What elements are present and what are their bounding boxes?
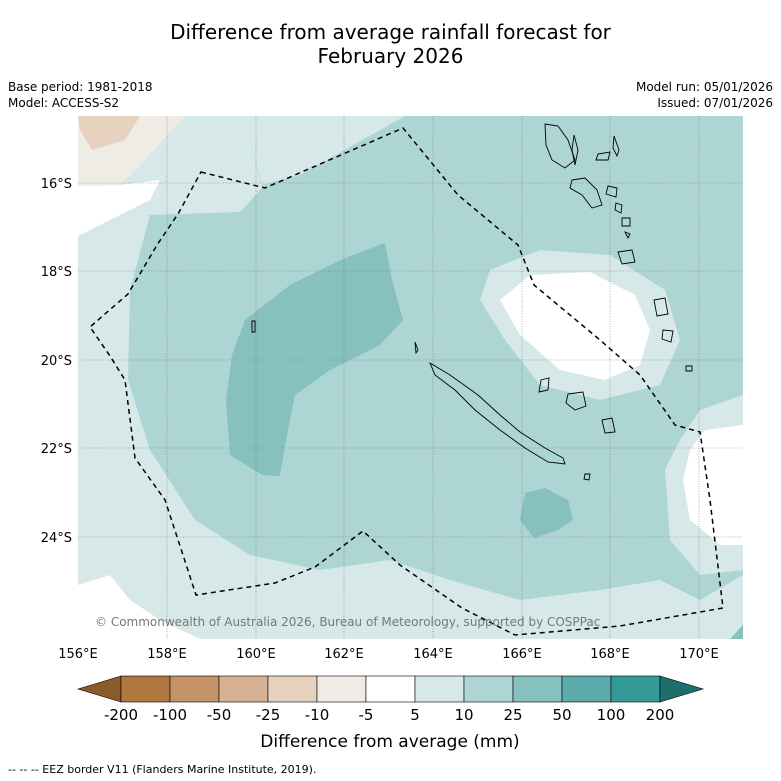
title-line-1: Difference from average rainfall forecas… [170,20,611,44]
colorbar-arrow-low [76,675,122,703]
malo-island [571,134,579,166]
colorbar-swatch [463,675,514,703]
lon-label-156e: 156°E [58,647,98,662]
chart-title: Difference from average rainfall forecas… [0,20,781,68]
mare-island [601,417,616,434]
erromango-island [617,249,636,265]
colorbar-label: Difference from average (mm) [260,732,519,752]
colorbar-swatch [267,675,318,703]
maewo-island [595,151,611,161]
lon-label-166e: 166°E [502,647,542,662]
colorbar-tick: -5 [359,706,374,724]
lon-labels: 156°E 158°E 160°E 162°E 164°E 166°E 168°… [58,647,719,662]
neutral-center-east [500,272,650,380]
eez-border [89,127,724,636]
ouvea-island [538,377,550,393]
colorbar-tick: -100 [153,706,187,724]
tanna-island [653,297,669,317]
ambrym-island [605,185,618,198]
meta-right: Model run: 05/01/2026 Issued: 07/01/2026 [636,79,773,111]
erromango-north [624,231,631,240]
colorbar-ticks: -200 -100 -50 -25 -10 -5 5 10 25 50 100 … [104,706,674,724]
colorbar-swatch [610,675,661,703]
lat-label-16s: 16°S [41,177,72,192]
colorbar-tick: 5 [410,706,420,724]
espiritu-santo [544,123,576,169]
colorbar-tick: -10 [305,706,330,724]
issued-date: Issued: 07/01/2026 [657,96,773,110]
colorbar-swatch [365,675,416,703]
lat-label-20s: 20°S [41,354,72,369]
colorbar [76,675,705,703]
pentecost-island [612,135,620,158]
model-run: Model run: 05/01/2026 [635,80,773,94]
model-name: Model: ACCESS-S2 [8,96,120,110]
colorbar-tick: 200 [646,706,675,724]
new-caledonia [429,361,566,465]
lon-label-158e: 158°E [147,647,187,662]
colorbar-arrow-high [659,675,705,703]
base-period: Base period: 1981-2018 [8,80,153,94]
colorbar-tick: 100 [597,706,626,724]
colorbar-tick: -50 [207,706,232,724]
belep-island [414,341,419,355]
lon-label-170e: 170°E [679,647,719,662]
lon-label-160e: 160°E [236,647,276,662]
lon-label-168e: 168°E [590,647,630,662]
colorbar-tick: -200 [104,706,138,724]
colorbar-tick: 10 [454,706,473,724]
lifou-island [565,391,587,411]
band-25-50-south [520,488,573,538]
colorbar-swatch [218,675,269,703]
matthew-island [685,365,693,372]
islands [251,123,693,481]
lat-label-22s: 22°S [41,442,72,457]
colorbar-swatch [561,675,612,703]
eez-legend-note: -- -- -- EEZ border V11 (Flanders Marine… [8,763,317,776]
graticule [78,116,743,639]
aneityum-island [661,329,674,343]
meta-left: Base period: 1981-2018 Model: ACCESS-S2 [8,79,153,111]
lat-labels: 16°S 18°S 20°S 22°S 24°S [41,177,72,546]
lon-label-164e: 164°E [413,647,453,662]
efate-island [621,217,631,227]
neutral-southwest [78,575,200,639]
band-5-10-south [78,215,743,639]
copyright-text: © Commonwealth of Australia 2026, Bureau… [95,615,600,629]
neutral-northwest [78,180,160,236]
band-minus25-minus10 [78,116,140,150]
colorbar-tick: 50 [552,706,571,724]
lat-label-18s: 18°S [41,265,72,280]
title-line-2: February 2026 [317,44,464,68]
isle-of-pines [583,473,591,481]
epi-island [614,202,623,214]
colorbar-tick: -25 [256,706,281,724]
colorbar-swatch [316,675,367,703]
chesterfield-island [251,320,256,333]
band-25-50-corner [730,625,743,639]
band-25-50-west [226,243,403,476]
rainfall-anomaly-map: © Commonwealth of Australia 2026, Bureau… [78,116,743,639]
colorbar-swatch [120,675,171,703]
band-5-10-north [78,116,405,185]
colorbar-swatch [512,675,563,703]
malakula-island [569,177,603,209]
neutral-east [683,425,743,545]
colorbar-swatch [169,675,220,703]
lat-label-24s: 24°S [41,531,72,546]
lon-label-162e: 162°E [324,647,364,662]
colorbar-tick: 25 [503,706,522,724]
colorbar-swatch [414,675,465,703]
